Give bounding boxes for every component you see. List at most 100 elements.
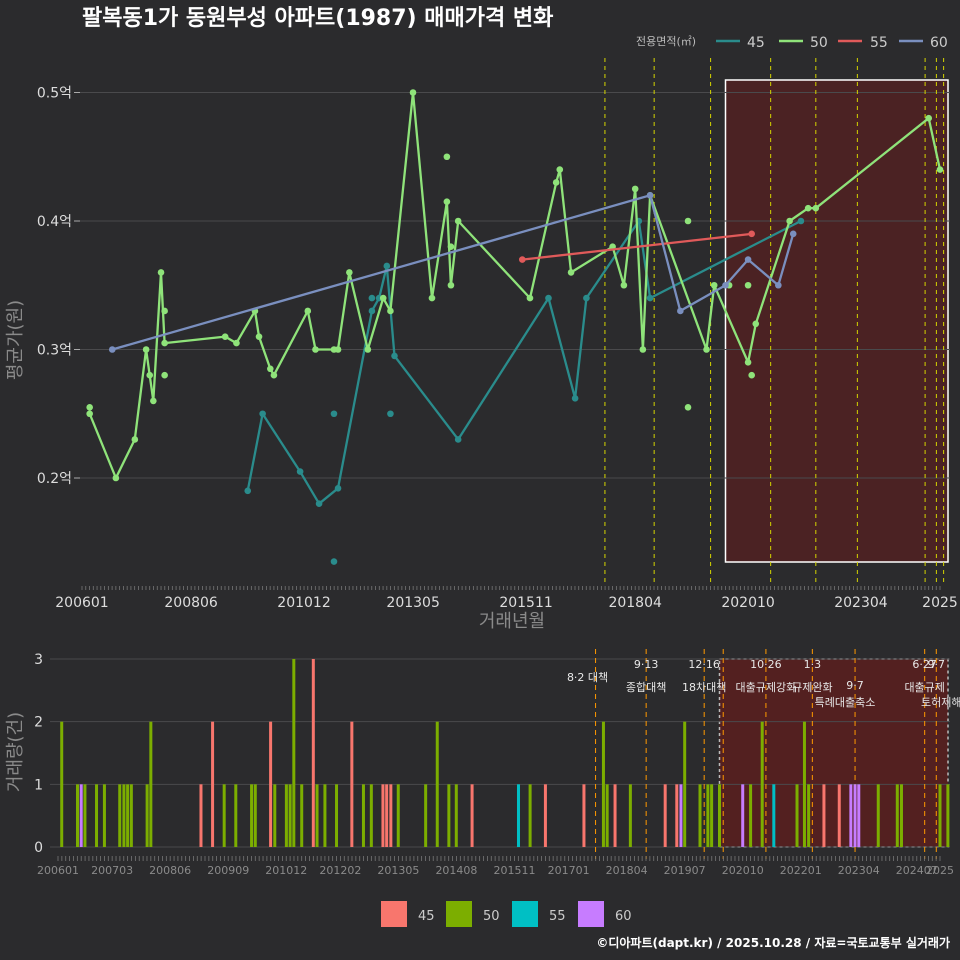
volume-x-tick-label: 200703 xyxy=(91,864,133,877)
volume-bar-50 xyxy=(435,721,439,847)
volume-bar-50 xyxy=(946,784,950,847)
volume-bar-50 xyxy=(149,721,153,847)
bottom-legend: 45 50 55 60 xyxy=(381,901,632,927)
legend-label: 45 xyxy=(747,35,765,51)
volume-bar-50 xyxy=(895,784,899,847)
volume-bar-45 xyxy=(663,784,667,847)
volume-y-axis-title: 거래량(건) xyxy=(5,712,26,792)
data-point-45 xyxy=(646,294,654,302)
volume-x-tick-label: 2025 xyxy=(926,864,954,877)
volume-x-tick-label: 200909 xyxy=(207,864,249,877)
volume-bar-50 xyxy=(75,784,79,847)
y-axis-title: 평균가(원) xyxy=(5,300,26,380)
x-tick-label: 2025 xyxy=(922,595,958,611)
volume-bar-45 xyxy=(269,721,273,847)
volume-bar-50 xyxy=(315,784,319,847)
data-point-60 xyxy=(108,346,116,353)
data-point-50 xyxy=(936,166,944,173)
volume-bar-60 xyxy=(857,784,861,847)
volume-bar-45 xyxy=(543,784,547,847)
data-point-50 xyxy=(620,281,628,289)
volume-x-tick-label: 202201 xyxy=(780,864,822,877)
data-point-50 xyxy=(221,333,229,340)
annotation-date: 12·16 xyxy=(688,658,720,671)
data-point-60 xyxy=(744,256,752,263)
legend-label: 50 xyxy=(483,909,500,924)
bottom-legend-item-55: 55 xyxy=(512,901,566,927)
annotation-label: 대출규제 xyxy=(904,681,944,694)
x-tick-label: 201804 xyxy=(608,595,662,611)
volume-chart-panel: 0 1 2 3 200601 200703 200806 200909 201012 201202… xyxy=(34,649,960,877)
volume-bar-45 xyxy=(381,784,385,847)
volume-bar-50 xyxy=(145,784,149,847)
bottom-legend-item-50: 50 xyxy=(446,901,500,927)
volume-bar-45 xyxy=(311,659,315,847)
volume-x-tick-label: 201408 xyxy=(435,864,477,877)
volume-bar-50 xyxy=(335,784,339,847)
data-point-60 xyxy=(722,281,729,289)
volume-bar-50 xyxy=(760,721,764,847)
data-point-45 xyxy=(330,558,338,565)
annotation-date: 1·3 xyxy=(804,658,822,671)
volume-x-tick-label: 200806 xyxy=(149,864,191,877)
data-point-55 xyxy=(518,256,526,263)
volume-bar-45 xyxy=(211,721,215,847)
data-point-50 xyxy=(304,307,312,315)
x-tick-label: 201012 xyxy=(277,595,330,611)
legend-swatch xyxy=(381,901,407,927)
data-point-45 xyxy=(315,500,323,508)
main-chart-panel: 0.2억 0.3억 0.4억 0.5억 200601 200806 201012 201305… xyxy=(37,58,958,611)
volume-bar-50 xyxy=(718,784,721,847)
data-point-45 xyxy=(454,436,462,443)
data-point-50 xyxy=(270,371,278,379)
volume-bar-50 xyxy=(601,721,605,847)
data-point-50 xyxy=(346,269,353,276)
data-point-60 xyxy=(775,281,782,289)
volume-x-tick-label: 201012 xyxy=(265,864,307,877)
data-point-50 xyxy=(812,204,820,212)
volume-bar-45 xyxy=(389,784,393,847)
volume-x-tick-label: 201511 xyxy=(493,864,535,877)
data-point-50 xyxy=(161,339,168,347)
volume-highlight-region xyxy=(718,658,949,848)
data-point-50 xyxy=(131,436,139,443)
credit-text: ©디아파트(dapt.kr) / 2025.10.28 / 자료=국토교통부 실… xyxy=(596,935,950,950)
volume-bar-50 xyxy=(129,784,133,847)
data-point-50 xyxy=(447,281,455,289)
chart-title: 팔복동1가 동원부성 아파트(1987) 매매가격 변화 xyxy=(82,6,553,31)
data-point-50 xyxy=(710,281,718,289)
data-point-50 xyxy=(447,243,455,250)
data-point-50 xyxy=(387,307,394,315)
volume-bar-50 xyxy=(250,784,254,847)
data-point-50 xyxy=(150,397,157,405)
volume-bar-50 xyxy=(698,784,702,847)
data-point-45 xyxy=(383,262,391,270)
x-tick-label: 201305 xyxy=(386,595,439,611)
legend-item-55: 55 xyxy=(838,35,888,51)
volume-bar-50 xyxy=(424,784,428,847)
legend-label: 55 xyxy=(549,909,566,924)
data-point-50 xyxy=(925,114,933,122)
data-point-60 xyxy=(646,192,654,199)
data-point-50 xyxy=(744,359,752,366)
volume-y-tick-label: 3 xyxy=(34,652,43,668)
legend-label: 60 xyxy=(930,35,948,51)
data-point-50 xyxy=(267,365,274,373)
highlight-region xyxy=(724,79,949,563)
legend-item-45: 45 xyxy=(716,35,765,51)
data-point-50 xyxy=(161,371,168,379)
data-point-50 xyxy=(443,198,451,206)
volume-bar-50 xyxy=(749,784,753,847)
volume-bar-55 xyxy=(772,784,776,847)
volume-bar-50 xyxy=(361,784,365,847)
volume-bar-45 xyxy=(199,784,203,847)
volume-bar-50 xyxy=(454,784,458,847)
data-point-50 xyxy=(379,294,387,302)
volume-bar-60 xyxy=(853,784,857,847)
volume-bar-55 xyxy=(516,784,520,847)
volume-bar-60 xyxy=(741,784,745,847)
volume-bar-50 xyxy=(83,784,87,847)
legend-swatch xyxy=(446,901,472,927)
legend-swatch xyxy=(578,901,604,927)
volume-bar-50 xyxy=(292,659,296,847)
